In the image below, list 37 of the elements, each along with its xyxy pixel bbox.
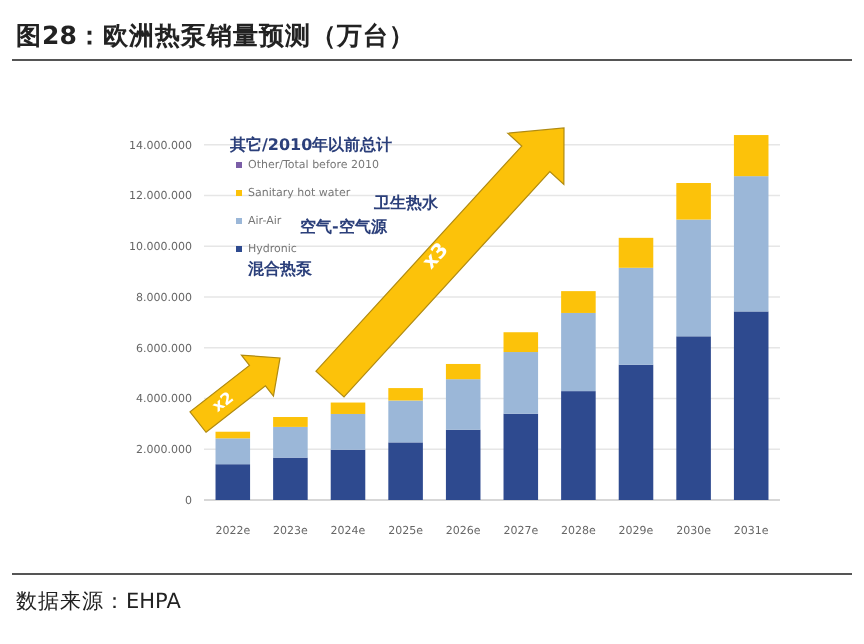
bar [618, 364, 654, 500]
bar [618, 267, 654, 365]
bar [561, 312, 596, 392]
annotation: 混合热泵 [246, 260, 314, 278]
bar [561, 391, 596, 500]
bar [273, 457, 308, 500]
bar [330, 413, 366, 450]
bar [388, 442, 423, 500]
bar [273, 426, 308, 458]
bar [733, 176, 769, 312]
bar [503, 332, 539, 353]
bar [445, 429, 481, 500]
bar [733, 311, 769, 500]
bar [676, 336, 711, 500]
annotation: x2 [208, 388, 237, 416]
bar [215, 438, 251, 465]
annotation: 卫生热水 [372, 194, 440, 212]
bar [676, 219, 711, 337]
bar [733, 135, 769, 177]
bar [330, 449, 366, 500]
annotation: 其它/2010年以前总计 [228, 134, 393, 154]
bar [676, 183, 711, 220]
bar [388, 388, 423, 401]
bar [618, 237, 654, 268]
annotation: x3 [419, 239, 454, 274]
bar [561, 291, 596, 313]
annotation: 空气-空气源 [300, 216, 389, 236]
chart-title: 图28：欧洲热泵销量预测（万台） [16, 20, 415, 50]
bar [503, 352, 539, 414]
bar [503, 413, 539, 500]
bar [388, 400, 423, 443]
bar [330, 402, 366, 414]
bar [445, 363, 481, 380]
source-note: 数据来源：EHPA [16, 588, 183, 614]
bar [445, 379, 481, 430]
bar [215, 464, 251, 500]
bar [273, 417, 308, 427]
